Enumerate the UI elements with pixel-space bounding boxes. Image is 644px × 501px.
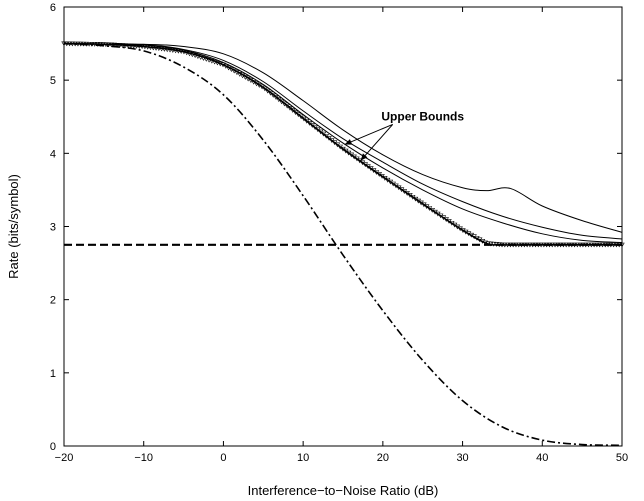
series-line-5: [63, 42, 623, 447]
series-3-marker-28: [139, 44, 145, 50]
x-axis-label: Interference−to−Noise Ratio (dB): [248, 483, 439, 498]
series-3-marker-24: [128, 43, 134, 49]
series-3-marker-39: [170, 48, 176, 53]
series-3-marker-38: [167, 47, 173, 53]
x-tick-label-5: 30: [456, 452, 468, 464]
series-3-marker-180: [563, 242, 569, 248]
series-3-marker-30: [144, 44, 151, 50]
series-3-marker-37: [164, 47, 170, 53]
series-3-marker-14: [100, 42, 106, 47]
series-3-marker-33: [153, 46, 159, 51]
series-3-marker-41: [175, 48, 182, 54]
series-3-marker-35: [158, 46, 165, 52]
y-tick-label-5: 5: [50, 75, 56, 87]
annotation-arrow-0: [344, 123, 393, 146]
curves-layer: [61, 41, 625, 447]
series-3-marker-184: [574, 242, 581, 248]
x-tick-label-2: 0: [220, 452, 226, 464]
series-3-marker-22: [122, 43, 129, 49]
ticks-layer: −20 −10 0 10 20 30 40 50 0 1 2 3 4 5 6: [50, 2, 628, 464]
series-line-2: [63, 43, 623, 244]
y-tick-label-2: 2: [50, 295, 56, 307]
series-3-marker-31: [147, 45, 154, 50]
series-3-marker-16: [105, 42, 112, 48]
x-tick-label-1: −10: [134, 452, 153, 464]
x-tick-label-3: 10: [297, 452, 309, 464]
series-line-1: [63, 43, 623, 240]
series-3-marker-21: [119, 43, 126, 48]
series-3-marker-25: [131, 43, 137, 49]
series-3-marker-193: [599, 242, 606, 248]
y-tick-label-3: 3: [50, 222, 56, 234]
series-3-marker-27: [136, 44, 143, 49]
series-3-marker-12: [94, 42, 101, 47]
x-tick-label-4: 20: [377, 452, 389, 464]
series-3-marker-163: [516, 242, 522, 248]
annotation-upper-bounds: Upper Bounds: [381, 109, 464, 123]
series-3-marker-197: [610, 242, 617, 248]
x-tick-label-0: −20: [55, 452, 74, 464]
y-tick-label-0: 0: [50, 441, 56, 453]
y-tick-label-1: 1: [50, 368, 56, 380]
series-3-marker-29: [142, 44, 148, 50]
series-markers-3: [61, 41, 625, 248]
series-3-marker-15: [103, 42, 109, 48]
x-tick-label-7: 50: [616, 452, 628, 464]
series-3-marker-19: [114, 42, 120, 48]
series-3-marker-18: [111, 42, 117, 48]
series-3-marker-5: [75, 41, 81, 47]
y-axis-label: Rate (bits/symbol): [6, 174, 21, 279]
annotation-layer: Upper Bounds: [344, 109, 464, 161]
series-line-0: [63, 43, 623, 233]
series-3-marker-20: [117, 43, 123, 48]
series-3-marker-36: [161, 47, 168, 52]
annotation-arrow-1: [360, 124, 394, 161]
series-3-marker-23: [125, 43, 131, 49]
y-tick-label-6: 6: [50, 2, 56, 14]
series-3-marker-154: [490, 241, 497, 247]
y-tick-label-4: 4: [50, 148, 56, 160]
series-3-marker-9: [86, 41, 92, 47]
x-tick-label-6: 40: [536, 452, 548, 464]
series-3-marker-152: [485, 241, 491, 247]
series-3-marker-32: [150, 45, 157, 51]
series-3-marker-34: [156, 46, 162, 52]
series-3-marker-167: [527, 242, 533, 248]
annotation-arrowhead-1: [360, 153, 368, 161]
series-3-marker-26: [133, 44, 140, 49]
series-3-marker-11: [91, 42, 98, 47]
series-3-marker-17: [108, 42, 115, 48]
series-3-marker-40: [172, 48, 179, 54]
series-line-3: [63, 42, 622, 246]
annotation-arrowhead-0: [344, 139, 353, 145]
series-3-marker-13: [97, 42, 103, 47]
